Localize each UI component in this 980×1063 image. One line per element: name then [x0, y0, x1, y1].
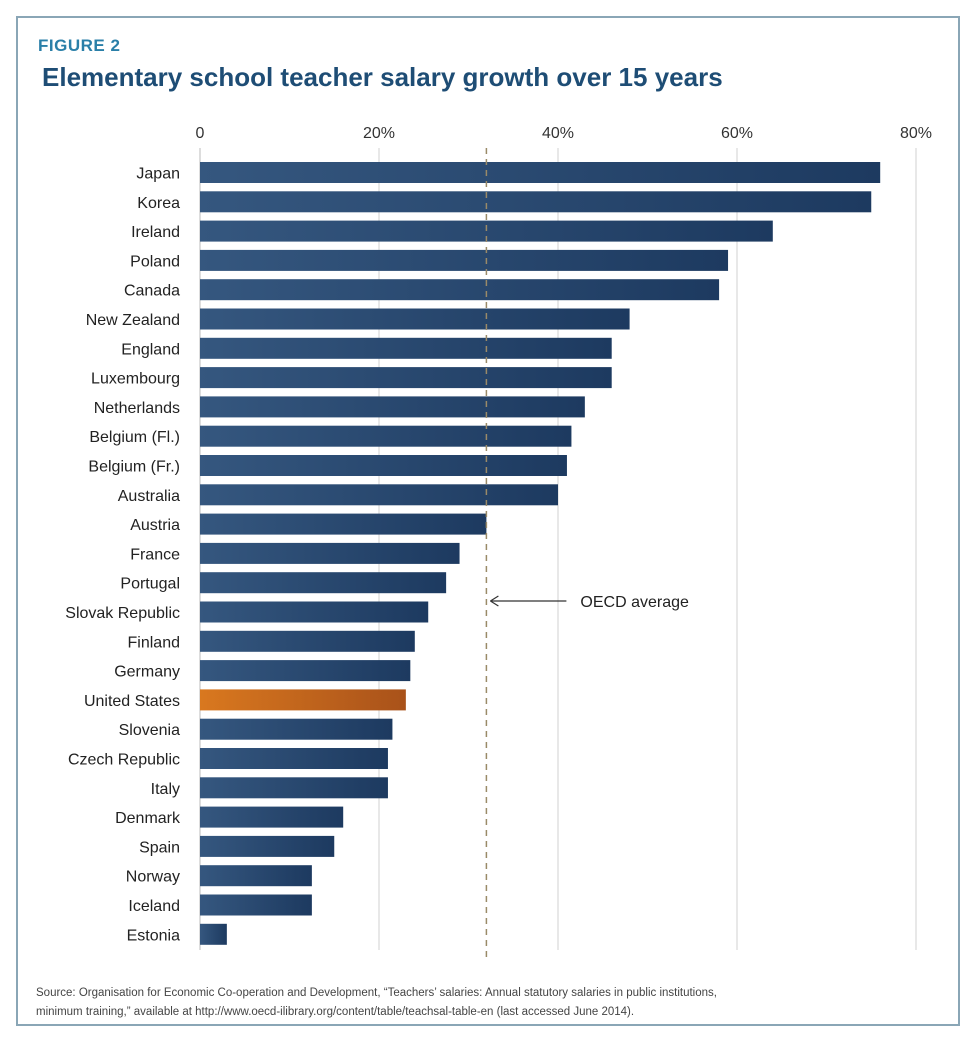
bar	[200, 894, 312, 916]
bar	[200, 601, 429, 623]
category-label: United States	[84, 693, 180, 710]
bar	[200, 806, 344, 828]
category-label: France	[130, 546, 180, 563]
chart-title: Elementary school teacher salary growth …	[42, 62, 723, 92]
x-tick-label: 80%	[900, 125, 932, 142]
category-label: Japan	[136, 166, 180, 183]
bar	[200, 513, 487, 535]
category-label: Germany	[114, 664, 180, 681]
bar	[200, 337, 612, 359]
source-line-1: Source: Organisation for Economic Co-ope…	[36, 987, 717, 999]
category-label: Australia	[118, 488, 180, 505]
bar	[200, 660, 411, 682]
x-tick-label: 60%	[721, 125, 753, 142]
bar	[200, 249, 729, 271]
bar	[200, 865, 312, 887]
bar	[200, 425, 572, 447]
figure-label: FIGURE 2	[38, 36, 121, 55]
category-label: Luxembourg	[91, 371, 180, 388]
category-label: Korea	[137, 195, 180, 212]
bar	[200, 396, 585, 418]
category-label: Czech Republic	[68, 752, 180, 769]
category-label: Ireland	[131, 224, 180, 241]
category-label: Estonia	[127, 927, 180, 944]
category-label: Italy	[151, 781, 180, 798]
figure-frame	[16, 16, 960, 1026]
bar	[200, 542, 460, 564]
bar	[200, 718, 393, 740]
category-label: Slovak Republic	[65, 605, 180, 622]
bar	[200, 367, 612, 389]
bar	[200, 279, 720, 301]
bar	[200, 630, 415, 652]
category-label: Belgium (Fl.)	[89, 429, 180, 446]
bar	[200, 777, 388, 799]
bar	[200, 191, 872, 213]
bar	[200, 835, 335, 857]
bar	[200, 484, 558, 506]
category-label: Finland	[128, 634, 180, 651]
category-label: Belgium (Fr.)	[88, 459, 180, 476]
bar	[200, 923, 227, 945]
category-label: Netherlands	[94, 400, 180, 417]
annotation-arrowhead	[490, 595, 499, 607]
category-label: Canada	[124, 283, 180, 300]
x-tick-label: 40%	[542, 125, 574, 142]
category-label: Slovenia	[119, 722, 180, 739]
bar	[200, 748, 388, 769]
x-tick-label: 0	[196, 125, 205, 142]
category-label: England	[121, 341, 180, 358]
source-line-2: minimum training,” available at http://w…	[36, 1006, 635, 1018]
source-note: Source: Organisation for Economic Co-ope…	[36, 984, 916, 1022]
x-tick-label: 20%	[363, 125, 395, 142]
category-label: Denmark	[115, 810, 181, 827]
bar	[200, 572, 447, 594]
category-label: Spain	[139, 839, 180, 856]
bar	[200, 455, 567, 476]
category-label: Portugal	[120, 576, 180, 593]
category-label: Iceland	[128, 898, 180, 915]
oecd-average-label: OECD average	[580, 594, 689, 611]
category-label: New Zealand	[86, 312, 180, 329]
category-label: Poland	[130, 253, 180, 270]
category-label: Norway	[126, 869, 180, 886]
bar	[200, 162, 881, 183]
bar	[200, 220, 773, 242]
bar	[200, 308, 630, 330]
category-label: Austria	[130, 517, 180, 534]
bar-highlight	[200, 689, 406, 711]
